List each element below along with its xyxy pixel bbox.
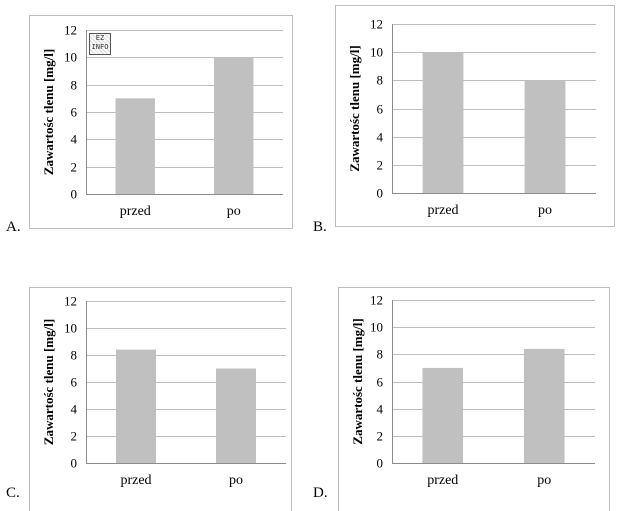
- option-letter: A.: [6, 219, 21, 235]
- y-tick-label: 0: [71, 187, 78, 202]
- y-axis-title: Zawartośc tlenu [mg/l]: [41, 49, 56, 175]
- y-tick-label: 2: [71, 160, 78, 175]
- bar-chart: 0 2 4 6 8 10 12 przed po Zawartośc tlenu [mg/l]: [29, 287, 292, 511]
- y-axis-title: Zawartośc tlenu [mg/l]: [350, 318, 365, 444]
- y-tick-label: 4: [377, 130, 384, 145]
- option-letter: C.: [6, 485, 20, 501]
- bar-po: [523, 348, 565, 463]
- y-tick-label: 4: [71, 402, 78, 417]
- y-tick-label: 12: [370, 293, 383, 308]
- x-tick-label: przed: [427, 473, 458, 488]
- y-tick-label: 2: [71, 429, 78, 444]
- y-tick-label: 0: [71, 456, 78, 471]
- chart-panel-a: 0 2 4 6 8 10 12 przed po Zawartośc tlenu [mg/l] A…: [0, 0, 310, 255]
- y-tick-label: 8: [71, 348, 78, 363]
- y-tick-label: 12: [64, 294, 77, 309]
- bar-chart: 0 2 4 6 8 10 12 przed po Zawartośc tlenu [mg/l]: [29, 15, 293, 229]
- bar-przed: [422, 367, 464, 463]
- y-axis-title: Zawartośc tlenu [mg/l]: [347, 45, 362, 171]
- y-tick-label: 10: [370, 320, 383, 335]
- option-letter: D.: [313, 485, 328, 501]
- bar-przed: [116, 349, 156, 463]
- y-tick-label: 10: [64, 321, 77, 336]
- x-tick-label: przed: [120, 204, 151, 219]
- y-tick-label: 6: [71, 375, 78, 390]
- y-tick-label: 6: [377, 375, 384, 390]
- y-tick-label: 8: [377, 347, 384, 362]
- chart-panel-c: 0 2 4 6 8 10 12 przed po Zawartośc tlenu [mg/l] C…: [0, 256, 310, 511]
- y-tick-label: 6: [377, 102, 384, 117]
- bar-po: [214, 57, 254, 195]
- y-tick-label: 8: [71, 78, 78, 93]
- bar-po: [524, 80, 566, 193]
- bar-przed: [422, 52, 464, 193]
- y-tick-label: 0: [377, 186, 384, 201]
- y-tick-label: 0: [377, 456, 384, 471]
- chart-frame: [335, 5, 615, 227]
- y-tick-label: 4: [71, 132, 78, 147]
- x-tick-label: po: [227, 204, 241, 219]
- x-tick-label: przed: [120, 473, 151, 488]
- watermark-stamp: EZ INFO: [89, 33, 111, 55]
- bar-chart: 0 2 4 6 8 10 12 przed po Zawartośc tlenu [mg/l]: [335, 5, 615, 227]
- x-tick-label: po: [538, 203, 552, 218]
- y-tick-label: 2: [377, 158, 384, 173]
- x-tick-label: po: [537, 473, 551, 488]
- chart-panel-b: 0 2 4 6 8 10 12 przed po Zawartośc tlenu [mg/l] B…: [310, 0, 620, 255]
- bar-przed: [115, 98, 155, 194]
- x-tick-label: po: [229, 473, 243, 488]
- y-tick-label: 8: [377, 73, 384, 88]
- option-letter: B.: [313, 219, 327, 235]
- y-tick-label: 2: [377, 429, 384, 444]
- y-tick-label: 12: [370, 17, 383, 32]
- y-tick-label: 6: [71, 105, 78, 120]
- y-axis-title: Zawartośc tlenu [mg/l]: [41, 319, 56, 445]
- bar-chart: 0 2 4 6 8 10 12 przed po Zawartośc tlenu [mg/l]: [338, 287, 610, 511]
- y-tick-label: 4: [377, 402, 384, 417]
- x-tick-label: przed: [427, 203, 458, 218]
- chart-panel-d: 0 2 4 6 8 10 12 przed po Zawartośc tlenu [mg/l] D…: [310, 256, 620, 511]
- bar-po: [216, 368, 256, 463]
- y-tick-label: 10: [370, 45, 383, 60]
- y-tick-label: 10: [64, 50, 77, 65]
- y-tick-label: 12: [64, 23, 77, 38]
